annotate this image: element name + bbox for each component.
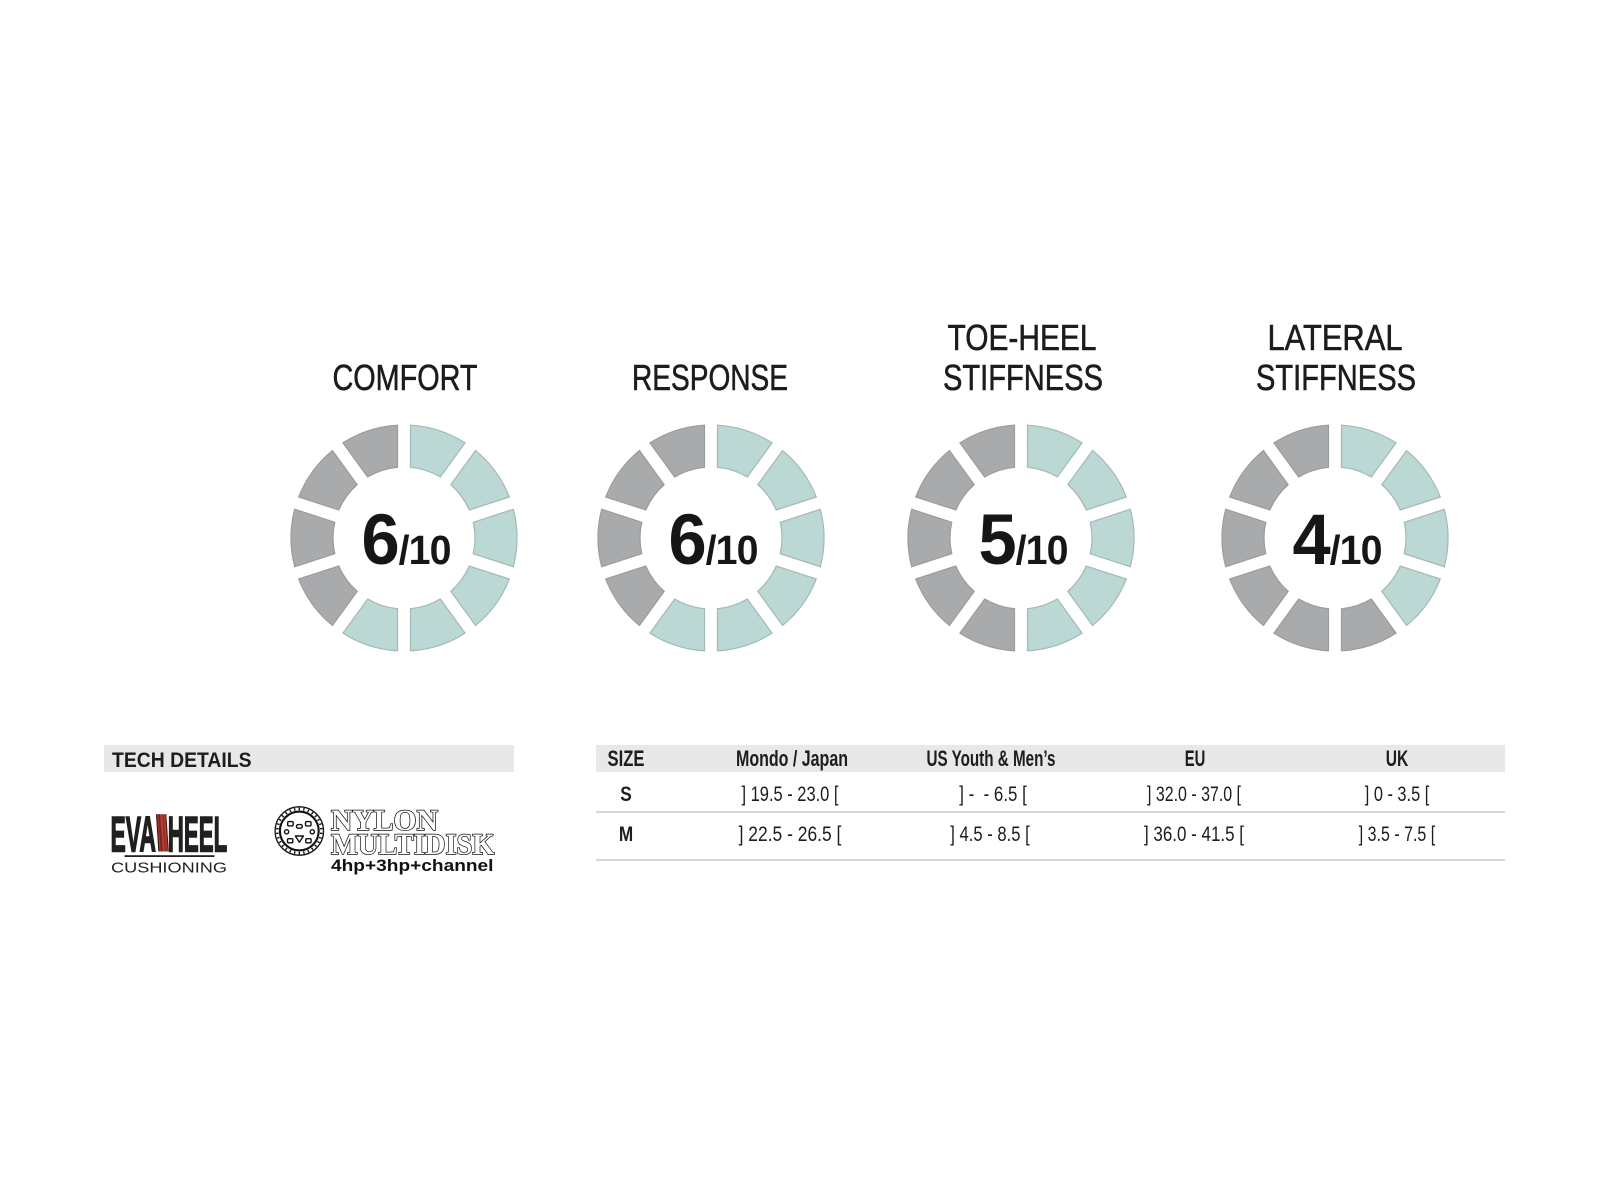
svg-text:EVA: EVA [111, 806, 157, 862]
svg-text:HEEL: HEEL [168, 806, 228, 862]
svg-text:4hp+3hp+channel: 4hp+3hp+channel [331, 857, 494, 875]
svg-text:NYLON: NYLON [331, 804, 438, 837]
svg-text:MULTIDISK: MULTIDISK [331, 828, 495, 861]
svg-text:CUSHIONING: CUSHIONING [111, 861, 227, 877]
